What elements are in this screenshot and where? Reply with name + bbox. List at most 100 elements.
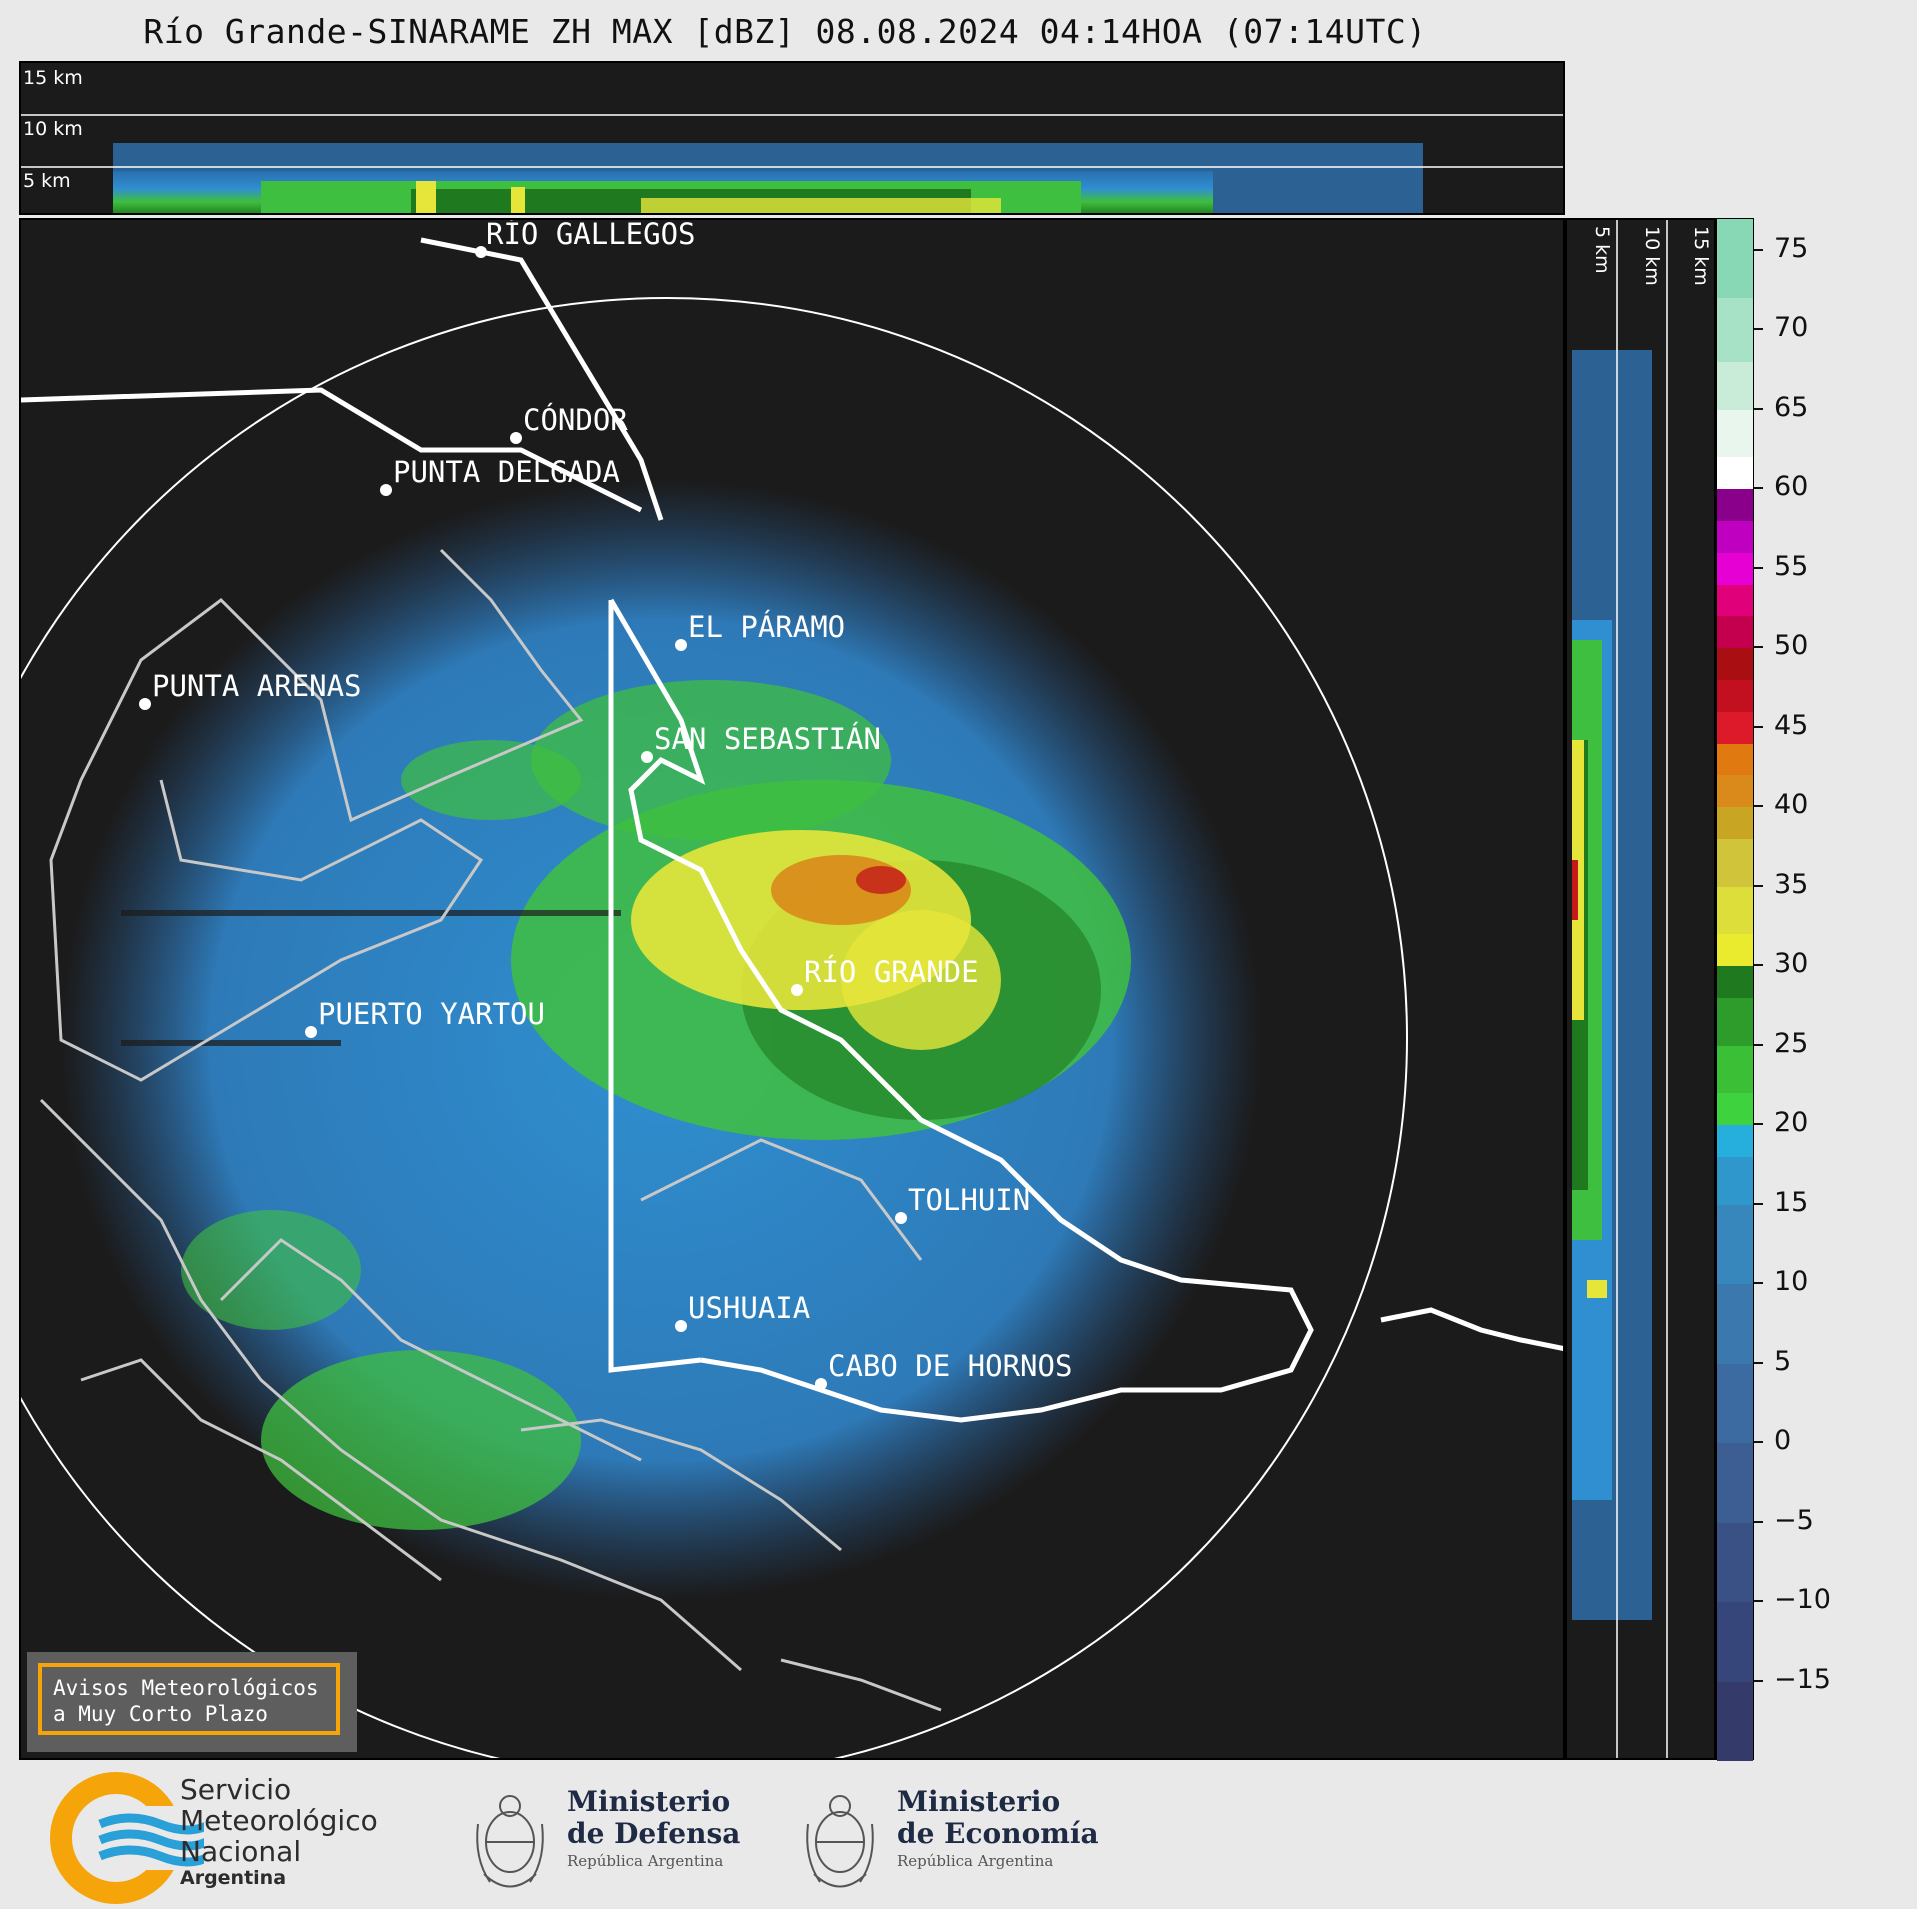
chart-title: Río Grande-SINARAME ZH MAX [dBZ] 08.08.2…: [143, 12, 1427, 51]
colorbar-band: [1717, 362, 1753, 410]
colorbar-tick-mark: [1754, 1282, 1763, 1285]
city-label-cabo-de-hornos: CABO DE HORNOS: [828, 1349, 1072, 1383]
colorbar-band: [1717, 1284, 1753, 1364]
economia-text-line-3: República Argentina: [897, 1852, 1054, 1870]
city-markers: [139, 246, 907, 1390]
colorbar-tick-label: −5: [1774, 1504, 1814, 1536]
colorbar-band: [1717, 1602, 1753, 1682]
city-marker-puerto-yartou: [305, 1026, 317, 1038]
colorbar-tick-label: 20: [1774, 1107, 1809, 1139]
colorbar-tick-mark: [1754, 566, 1763, 569]
colorbar-band: [1717, 584, 1753, 617]
city-marker-cabo-de-hornos: [815, 1378, 827, 1390]
colorbar-band: [1717, 838, 1753, 887]
right-cross-section-graphic: [1572, 220, 1668, 1758]
colorbar-tick-mark: [1754, 1123, 1763, 1126]
colorbar-band: [1717, 1093, 1753, 1126]
warning-line-2: a Muy Corto Plazo: [53, 1702, 268, 1726]
colorbar-band: [1717, 1363, 1753, 1444]
colorbar-tick-label: 75: [1774, 232, 1809, 264]
altitude-label-right-5km: 5 km: [1591, 226, 1613, 274]
city-marker-el-paramo: [675, 639, 687, 651]
smn-text-line-1: Servicio: [180, 1773, 292, 1806]
city-label-ushuaia: USHUAIA: [688, 1291, 810, 1325]
colorbar-band: [1717, 775, 1753, 808]
colorbar-tick-mark: [1754, 1202, 1763, 1205]
warning-text-box: Avisos Meteorológicos a Muy Corto Plazo: [38, 1663, 340, 1735]
warning-line-1: Avisos Meteorológicos: [53, 1676, 319, 1700]
altitude-label-right-10km: 10 km: [1641, 226, 1663, 286]
colorbar-band: [1717, 648, 1753, 680]
colorbar-tick-mark: [1754, 1361, 1763, 1364]
colorbar-tick-mark: [1754, 1679, 1763, 1682]
city-marker-punta-arenas: [139, 698, 151, 710]
colorbar-tick-label: 15: [1774, 1186, 1809, 1218]
colorbar-tick-label: 30: [1774, 948, 1809, 980]
colorbar-tick-mark: [1754, 884, 1763, 887]
colorbar-band: [1717, 807, 1753, 839]
warning-panel: Avisos Meteorológicos a Muy Corto Plazo: [27, 1652, 357, 1752]
colorbar-tick-label: −10: [1774, 1584, 1831, 1616]
footer-logos: Servicio Meteorológico Nacional Argentin…: [0, 1762, 1917, 1909]
colorbar-tick-mark: [1754, 646, 1763, 649]
coastlines: [39, 548, 942, 1712]
colorbar-tick-mark: [1754, 407, 1763, 410]
colorbar-tick-label: 35: [1774, 868, 1809, 900]
colorbar-tick-label: 50: [1774, 630, 1809, 662]
colorbar-band: [1717, 1156, 1753, 1205]
colorbar-band: [1717, 1443, 1753, 1523]
colorbar-tick-label: 55: [1774, 550, 1809, 582]
colorbar-tick-label: 40: [1774, 789, 1809, 821]
colorbar-tick-mark: [1754, 725, 1763, 728]
colorbar-tick-label: 25: [1774, 1027, 1809, 1059]
colorbar-band: [1717, 1204, 1753, 1285]
colorbar-band: [1717, 934, 1753, 967]
colorbar-band: [1717, 457, 1753, 490]
top-cross-section-graphic: [21, 114, 1563, 213]
colorbar-band: [1717, 521, 1753, 553]
city-marker-san-sebastian: [641, 751, 653, 763]
city-label-condor: CÓNDOR: [523, 403, 628, 437]
smn-text-line-2: Meteorológico: [180, 1804, 378, 1837]
city-label-rio-gallegos: RÍO GALLEGOS: [486, 220, 696, 251]
city-label-punta-delgada: PUNTA DELGADA: [393, 455, 620, 489]
altitude-label-10km: 10 km: [23, 118, 83, 140]
colorbar-tick-mark: [1754, 248, 1763, 251]
colorbar-tick-label: 70: [1774, 312, 1809, 344]
argentina-coat-of-arms-icon: [476, 1795, 544, 1888]
smn-text-line-4: Argentina: [180, 1867, 287, 1889]
colorbar-band: [1717, 489, 1753, 522]
colorbar-band: [1717, 966, 1753, 998]
altitude-label-right-15km: 15 km: [1690, 226, 1712, 286]
argentina-coat-of-arms-icon-2: [806, 1795, 874, 1888]
colorbar-tick-mark: [1754, 1520, 1763, 1523]
colorbar-band: [1717, 997, 1753, 1046]
smn-logo-icon: [50, 1772, 204, 1904]
colorbar-tick-label: 65: [1774, 391, 1809, 423]
range-ring: [21, 297, 1408, 1758]
city-label-tolhuin: TOLHUIN: [908, 1183, 1030, 1217]
colorbar-band: [1717, 298, 1753, 363]
colorbar-tick-label: 5: [1774, 1345, 1792, 1377]
colorbar-band: [1717, 1681, 1753, 1761]
colorbar-band: [1717, 409, 1753, 458]
city-label-puerto-yartou: PUERTO YARTOU: [318, 997, 545, 1031]
colorbar-tick-label: 60: [1774, 471, 1809, 503]
colorbar-band: [1717, 1045, 1753, 1094]
economia-text-line-1: Ministerio: [897, 1785, 1061, 1818]
colorbar-band: [1717, 680, 1753, 712]
top-cross-section-panel: 15 km 10 km 5 km: [19, 61, 1565, 215]
colorbar-band: [1717, 552, 1753, 585]
colorbar-band: [1717, 1522, 1753, 1603]
colorbar-band: [1717, 743, 1753, 776]
colorbar-tick-mark: [1754, 1600, 1763, 1603]
altitude-label-5km: 5 km: [23, 170, 71, 192]
defensa-text-line-2: de Defensa: [567, 1817, 741, 1850]
city-label-el-paramo: EL PÁRAMO: [688, 610, 845, 644]
city-marker-condor: [510, 432, 522, 444]
dbz-colorbar: [1716, 218, 1754, 1761]
city-marker-punta-delgada: [380, 484, 392, 496]
city-marker-ushuaia: [675, 1320, 687, 1332]
altitude-label-15km: 15 km: [23, 67, 83, 89]
city-marker-tolhuin: [895, 1212, 907, 1224]
